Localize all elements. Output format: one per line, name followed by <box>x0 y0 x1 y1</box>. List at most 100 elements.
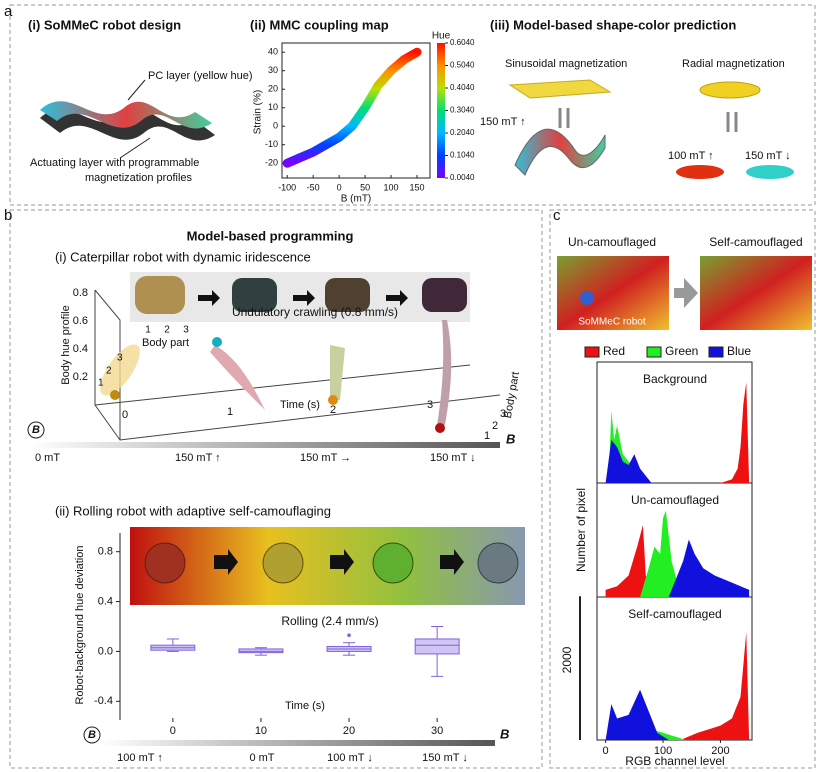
axis-label: Body hue profile <box>60 305 72 385</box>
robot-state <box>437 320 452 425</box>
x-tick-label: 100 <box>654 745 672 757</box>
label: 100 mT ↑ <box>668 150 714 162</box>
x-tick-label: 100 <box>384 182 399 192</box>
axis-label: RGB channel level <box>625 754 724 768</box>
label: Actuating layer with programmable <box>30 157 199 169</box>
tick-label: 1 <box>484 430 490 442</box>
disc-cyan <box>746 165 794 179</box>
tick-label: 2 <box>492 420 498 432</box>
y-tick-label: 10 <box>268 102 278 112</box>
colorbar-tick-label: 0.1040 <box>450 151 475 160</box>
label: 150 mT ↓ <box>745 150 791 162</box>
tick-label: 3 <box>500 408 506 420</box>
tick-label: 3 <box>427 399 433 411</box>
colorbar <box>437 43 445 178</box>
tick-label: 0.2 <box>73 371 88 383</box>
label: magnetization profiles <box>85 172 193 184</box>
label: B <box>88 729 96 741</box>
histogram-area <box>720 382 750 483</box>
panel-label: c <box>553 207 561 224</box>
y-tick-label: 20 <box>268 84 278 94</box>
label: 150 mT ↑ <box>175 452 221 464</box>
photo <box>477 542 519 584</box>
title: Model-based programming <box>187 228 354 243</box>
photo <box>144 542 186 584</box>
panel-a-frame <box>9 4 816 206</box>
robot <box>580 291 594 305</box>
arrow <box>674 278 698 308</box>
tick-label: 0.6 <box>73 315 88 327</box>
colorbar-tick-label: 0.3040 <box>450 106 475 115</box>
panel-title: Background <box>643 372 707 386</box>
label: B <box>500 726 509 741</box>
x-tick-label: 0 <box>603 745 609 757</box>
pointer <box>119 137 151 159</box>
marker <box>212 337 222 347</box>
x-tick-label: 50 <box>360 182 370 192</box>
outlier <box>347 633 351 638</box>
label: 150 mT ↑ <box>480 116 526 128</box>
photo <box>700 256 812 330</box>
label: 2 <box>106 366 112 377</box>
subtitle: (i) SoMMeC robot design <box>28 17 181 32</box>
x-tick-label: 150 <box>410 182 425 192</box>
legend-swatch <box>708 346 724 358</box>
field-bar <box>30 442 500 448</box>
label: 0 mT <box>35 452 60 464</box>
y-tick-label: 0 <box>273 121 278 131</box>
robot-state <box>330 345 345 400</box>
y-tick-label: 0.4 <box>98 595 113 607</box>
tick-label: 0.8 <box>73 287 88 299</box>
box <box>238 648 284 654</box>
field-bar <box>100 740 495 746</box>
y-tick-label: 30 <box>268 65 278 75</box>
photo <box>422 278 467 312</box>
arrows <box>214 549 464 575</box>
x-tick-label: 30 <box>431 725 443 737</box>
colorbar-tick-label: 0.0040 <box>450 173 475 182</box>
label: PC layer (yellow hue) <box>148 70 253 82</box>
x-tick-label: 0 <box>337 182 342 192</box>
label: Sinusoidal magnetization <box>505 58 627 70</box>
legend-swatch <box>584 346 600 358</box>
label: 3 <box>183 325 189 336</box>
histogram-area <box>605 439 652 483</box>
x-tick-label: 0 <box>170 725 176 737</box>
colorbar-tick-label: 0.4040 <box>450 83 475 92</box>
robot-state <box>210 345 265 410</box>
label: Body part <box>142 337 189 349</box>
chart-title: (ii) MMC coupling map <box>250 17 389 32</box>
y-tick-label: -20 <box>265 158 278 168</box>
y-tick-label: 40 <box>268 47 278 57</box>
legend-label: Blue <box>727 344 751 358</box>
histogram-area <box>605 525 664 597</box>
histogram-area <box>680 632 750 740</box>
rotation-symbol <box>27 421 45 439</box>
label: 100 mT ↑ <box>117 752 163 764</box>
axis-label: Time (s) <box>285 700 325 712</box>
colorbar-tick-label: 0.2040 <box>450 128 475 137</box>
bent-sheet <box>514 128 606 176</box>
x-tick-label: -50 <box>307 182 320 192</box>
arrows <box>726 112 738 132</box>
label: 150 mT ↓ <box>430 452 476 464</box>
y-tick-label: -0.4 <box>94 695 113 707</box>
subtitle: (i) Caterpillar robot with dynamic iride… <box>55 249 311 264</box>
marker <box>435 423 445 433</box>
axis-label: B (mT) <box>341 194 372 205</box>
panel-title: Un-camouflaged <box>631 493 719 507</box>
flat-sheet <box>508 79 612 99</box>
label: SoMMeC robot <box>578 317 645 328</box>
pointer <box>127 79 146 101</box>
label: 100 mT ↓ <box>327 752 373 764</box>
panel-b-frame <box>9 209 543 769</box>
x-tick-label: 200 <box>711 745 729 757</box>
y-tick-label: 0.0 <box>98 645 113 657</box>
subtitle: (ii) Rolling robot with adaptive self-ca… <box>55 503 331 518</box>
label: Un-camouflaged <box>568 235 656 249</box>
photo-strip <box>130 527 525 605</box>
label: 3 <box>117 353 123 364</box>
x-tick-label: 20 <box>343 725 355 737</box>
photo <box>557 256 669 330</box>
